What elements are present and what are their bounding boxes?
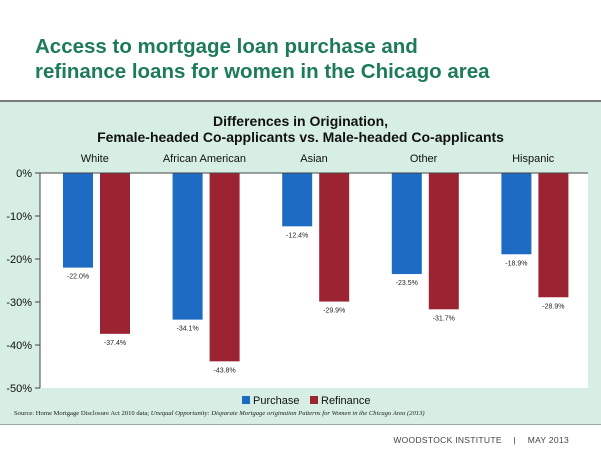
slide-title: Access to mortgage loan purchase and ref… xyxy=(35,34,575,84)
data-label: -23.5% xyxy=(396,280,418,287)
source-note: Source: Home Mortgage Disclosure Act 201… xyxy=(14,410,425,417)
bar-refinance xyxy=(319,173,350,302)
data-label: -22.0% xyxy=(67,274,89,281)
data-label: -28.9% xyxy=(542,303,564,310)
y-tick-label: -30% xyxy=(6,297,32,309)
footer-date: MAY 2013 xyxy=(527,435,569,445)
footer-divider xyxy=(0,424,601,425)
y-tick-label: -10% xyxy=(6,211,32,223)
legend-label-refinance: Refinance xyxy=(321,395,371,407)
bar-refinance xyxy=(209,173,240,362)
y-tick-label: -20% xyxy=(6,254,32,266)
chart-title: Differences in Origination, xyxy=(212,113,389,129)
bar-purchase xyxy=(172,173,203,320)
legend-label-purchase: Purchase xyxy=(253,395,299,407)
data-label: -37.4% xyxy=(104,340,126,347)
bar-refinance xyxy=(538,173,569,298)
legend-swatch-purchase xyxy=(242,396,250,404)
source-report-title: Unequal Opportunity: xyxy=(150,410,210,417)
category-label: Asian xyxy=(300,153,328,165)
data-label: -34.1% xyxy=(177,326,199,333)
y-tick-label: 0% xyxy=(16,168,32,180)
header-divider xyxy=(0,100,601,102)
plot-area xyxy=(40,173,588,388)
source-prefix: Source: Home Mortgage Disclosure Act 201… xyxy=(14,410,150,417)
footer-organization: WOODSTOCK INSTITUTE xyxy=(393,435,502,445)
bar-purchase xyxy=(63,173,93,268)
footer-separator: | xyxy=(513,435,517,445)
legend-swatch-refinance xyxy=(310,396,318,404)
source-report-subtitle: Disparate Mortgage origination Patterns … xyxy=(211,410,425,417)
slide-title-line-1: Access to mortgage loan purchase and xyxy=(35,35,418,58)
chart-subtitle: Female-headed Co-applicants vs. Male-hea… xyxy=(97,129,504,145)
bar-purchase xyxy=(391,173,422,275)
category-label: Hispanic xyxy=(512,153,555,165)
y-tick-label: -50% xyxy=(6,383,32,395)
category-label: White xyxy=(81,153,109,165)
bar-refinance xyxy=(100,173,130,334)
footer: WOODSTOCK INSTITUTE | MAY 2013 xyxy=(393,435,569,445)
data-label: -29.9% xyxy=(323,308,345,315)
category-label: African American xyxy=(163,153,246,165)
data-label: -43.8% xyxy=(214,367,236,374)
data-label: -18.9% xyxy=(505,260,527,267)
data-label: -31.7% xyxy=(433,315,455,322)
bar-purchase xyxy=(282,173,313,227)
y-tick-label: -40% xyxy=(6,340,32,352)
slide-title-line-2: refinance loans for women in the Chicago… xyxy=(35,60,490,83)
data-label: -12.4% xyxy=(286,232,308,239)
bar-refinance xyxy=(428,173,459,310)
bar-purchase xyxy=(501,173,532,255)
category-label: Other xyxy=(410,153,438,165)
